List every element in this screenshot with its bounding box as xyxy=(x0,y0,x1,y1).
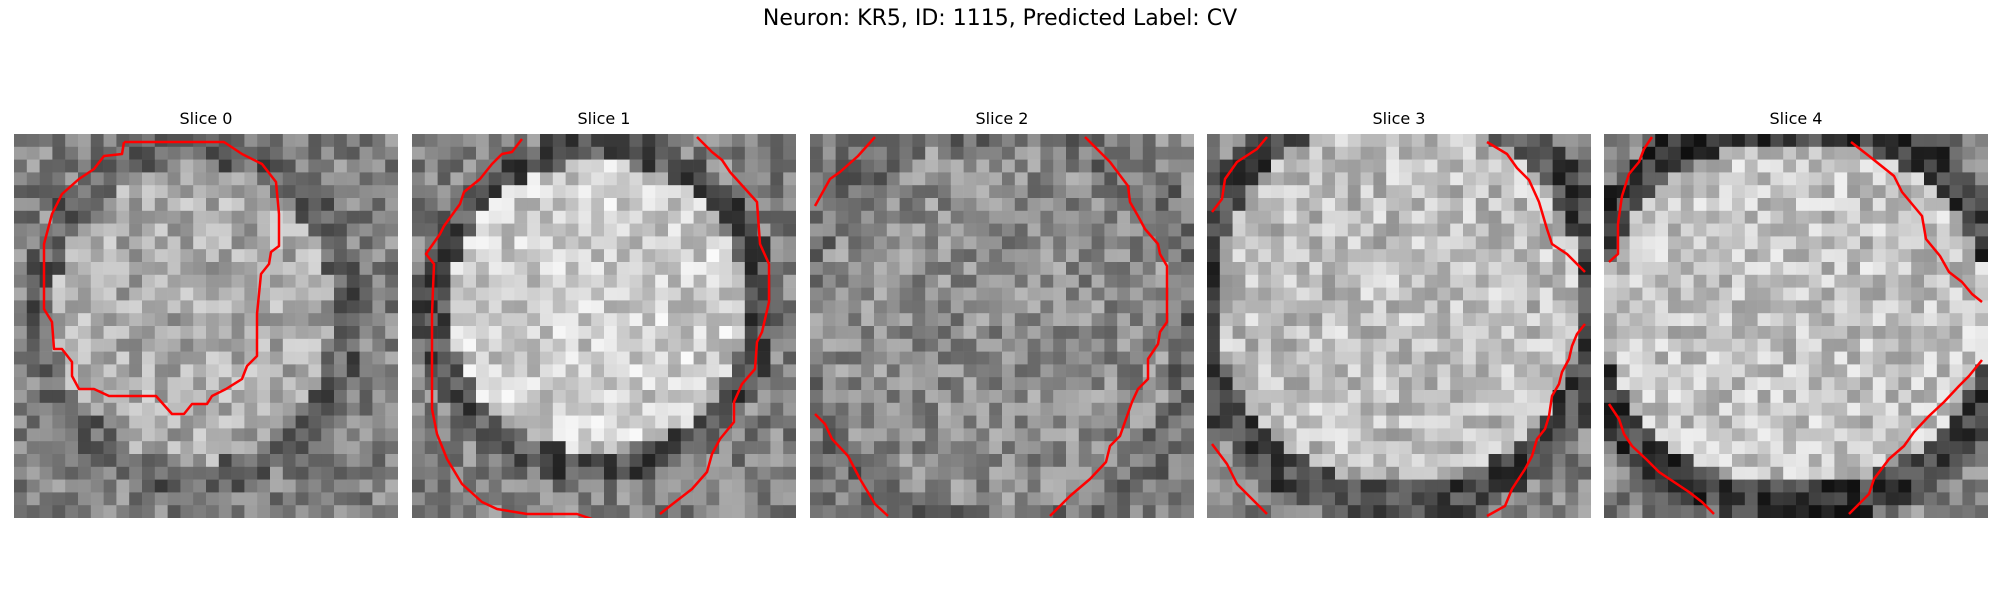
slice-title-0: Slice 0 xyxy=(179,109,233,128)
slice-image-4 xyxy=(1604,134,1988,518)
slice-panel-1: Slice 1 xyxy=(412,108,796,518)
slice-panel-0: Slice 0 xyxy=(14,108,398,518)
contour-line-3-3 xyxy=(1211,443,1268,515)
contour-line-2-1 xyxy=(1049,136,1169,517)
contour-line-2-0 xyxy=(813,136,876,207)
slice-panel-3: Slice 3 xyxy=(1207,108,1591,518)
contour-line-1-1 xyxy=(659,136,771,515)
figure-title: Neuron: KR5, ID: 1115, Predicted Label: … xyxy=(762,6,1238,31)
slice-title-3: Slice 3 xyxy=(1372,109,1426,128)
slice-panel-2: Slice 2 xyxy=(810,108,1194,518)
contour-line-3-0 xyxy=(1211,136,1268,213)
contour-line-4-0 xyxy=(1608,136,1654,263)
contour-line-1-0 xyxy=(424,138,593,518)
slice-panel-4: Slice 4 xyxy=(1604,108,1988,518)
contour-line-3-2 xyxy=(1486,323,1586,518)
contour-line-0-0 xyxy=(42,140,281,416)
slice-title-4: Slice 4 xyxy=(1769,109,1823,128)
slice-image-1 xyxy=(412,134,796,518)
contour-line-2-2 xyxy=(814,413,889,517)
contour-line-3-1 xyxy=(1486,140,1586,273)
contour-line-4-2 xyxy=(1848,359,1983,515)
contour-line-4-3 xyxy=(1607,403,1715,515)
slice-title-2: Slice 2 xyxy=(975,109,1029,128)
slice-image-2 xyxy=(810,134,1194,518)
contour-line-4-1 xyxy=(1850,141,1983,303)
slice-title-1: Slice 1 xyxy=(577,109,631,128)
slice-image-0 xyxy=(14,134,398,518)
slice-image-3 xyxy=(1207,134,1591,518)
